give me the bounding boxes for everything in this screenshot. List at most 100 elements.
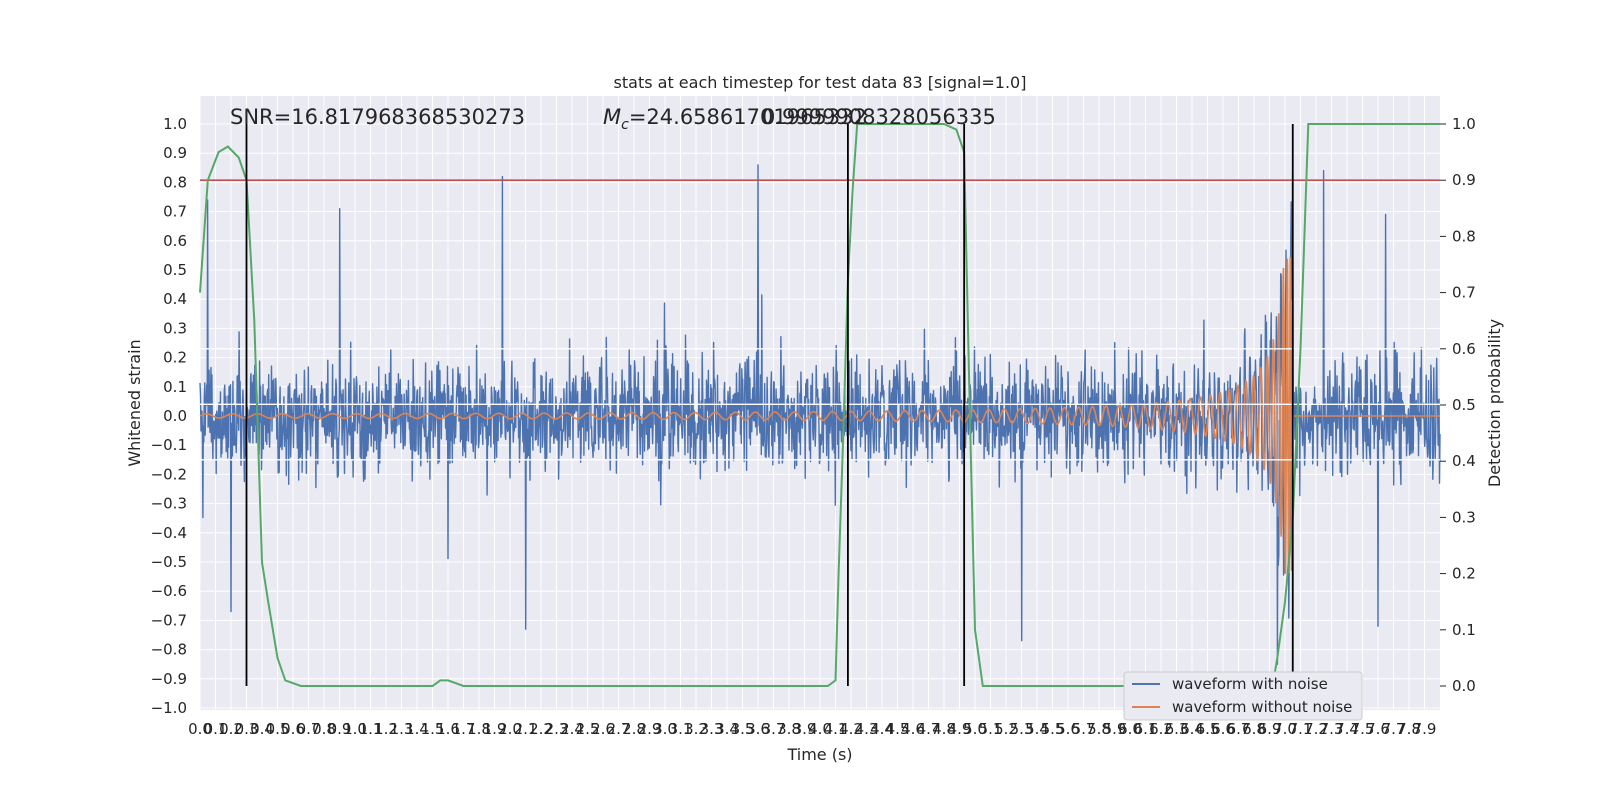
x-tick-label: 4.5 [886, 720, 910, 738]
x-tick-label: 4.0 [808, 720, 832, 738]
y-right-tick-label: 0.8 [1452, 227, 1476, 245]
x-tick-label: 2.4 [560, 720, 584, 738]
y-right-tick-label: 0.1 [1452, 621, 1476, 639]
x-tick-label: 7.0 [1273, 720, 1297, 738]
x-tick-label: 4.1 [824, 720, 848, 738]
x-tick-label: 3.1 [669, 720, 693, 738]
y-left-tick-label: 0.0 [163, 407, 187, 425]
x-tick-label: 2.3 [545, 720, 569, 738]
y-axis-left: −1.0 −0.9 −0.8 −0.7 −0.6 −0.5 −0.4 −0.3 −0.2 −0.1… [151, 115, 187, 717]
x-tick-label: 4.2 [839, 720, 863, 738]
x-tick-label: 5.3 [1010, 720, 1034, 738]
y-right-tick-label: 0.4 [1452, 452, 1476, 470]
y-left-tick-label: −0.1 [151, 436, 187, 454]
x-tick-label: 7.4 [1335, 720, 1359, 738]
snr-annotation: SNR=16.817968368530273 [230, 105, 525, 129]
x-tick-label: 3.4 [715, 720, 739, 738]
white-lines [200, 348, 1440, 461]
x-tick-label: 7.9 [1413, 720, 1437, 738]
y-right-tick-label: 0.0 [1452, 677, 1476, 695]
x-tick-label: 6.2 [1149, 720, 1173, 738]
y-right-tick-label: 0.7 [1452, 284, 1476, 302]
x-tick-label: 1.8 [467, 720, 491, 738]
x-tick-label: 6.3 [1165, 720, 1189, 738]
x-tick-label: 7.7 [1382, 720, 1406, 738]
x-tick-label: 6.4 [1180, 720, 1204, 738]
x-tick-label: 4.7 [917, 720, 941, 738]
x-tick-label: 4.9 [948, 720, 972, 738]
x-tick-label: 0.7 [297, 720, 321, 738]
x-tick-label: 1.9 [483, 720, 507, 738]
y-axis-right: 0.0 0.1 0.2 0.3 0.4 0.5 0.6 0.7 0.8 0.9 1.0 [1440, 115, 1476, 695]
x-tick-label: 1.2 [374, 720, 398, 738]
chirp-mass-subscript: c [621, 117, 629, 133]
x-tick-label: 6.9 [1258, 720, 1282, 738]
x-tick-label: 4.4 [870, 720, 894, 738]
x-tick-label: 7.3 [1320, 720, 1344, 738]
y-right-tick-label: 0.5 [1452, 396, 1476, 414]
x-tick-label: 2.0 [498, 720, 522, 738]
x-tick-label: 4.6 [901, 720, 925, 738]
x-tick-label: 1.4 [405, 720, 429, 738]
x-tick-label: 5.7 [1072, 720, 1096, 738]
x-tick-label: 7.1 [1289, 720, 1313, 738]
x-tick-label: 5.6 [1056, 720, 1080, 738]
y-left-tick-label: 1.0 [163, 115, 187, 133]
x-tick-label: 2.8 [622, 720, 646, 738]
x-tick-label: 1.5 [421, 720, 445, 738]
chirp-mass-annotation: Mc=24.65861701965332 [603, 105, 867, 133]
y-left-tick-label: −0.9 [151, 670, 187, 688]
x-tick-label: 3.8 [777, 720, 801, 738]
x-tick-label: 0.4 [250, 720, 274, 738]
x-tick-label: 5.0 [963, 720, 987, 738]
x-tick-label: 2.5 [576, 720, 600, 738]
y-left-tick-label: 0.5 [163, 261, 187, 279]
x-tick-label: 0.6 [281, 720, 305, 738]
y-left-tick-label: −0.7 [151, 611, 187, 629]
y-axis-left-label: Whitened strain [125, 339, 144, 466]
x-axis: 0.00.10.20.30.40.50.60.70.80.91.01.11.21… [188, 720, 1436, 738]
x-axis-label: Time (s) [786, 745, 852, 764]
y-right-tick-label: 0.3 [1452, 508, 1476, 526]
x-tick-label: 1.7 [452, 720, 476, 738]
chirp-mass-symbol: M [603, 105, 621, 129]
y-right-tick-label: 1.0 [1452, 115, 1476, 133]
y-left-tick-label: 0.8 [163, 173, 187, 191]
x-tick-label: 1.0 [343, 720, 367, 738]
x-tick-label: 5.2 [994, 720, 1018, 738]
y-left-tick-label: −0.3 [151, 495, 187, 513]
x-tick-label: 0.5 [266, 720, 290, 738]
x-tick-label: 0.2 [219, 720, 243, 738]
x-tick-label: 0.3 [235, 720, 259, 738]
x-tick-label: 5.4 [1025, 720, 1049, 738]
x-tick-label: 6.1 [1134, 720, 1158, 738]
x-tick-label: 5.9 [1103, 720, 1127, 738]
x-tick-label: 1.1 [359, 720, 383, 738]
x-tick-label: 3.6 [746, 720, 770, 738]
x-tick-label: 6.0 [1118, 720, 1142, 738]
y-left-tick-label: 0.7 [163, 203, 187, 221]
x-tick-label: 0.8 [312, 720, 336, 738]
x-tick-label: 3.0 [653, 720, 677, 738]
y-left-tick-label: −0.6 [151, 582, 187, 600]
chirp-mass-value: =24.65861701965332 [629, 105, 867, 129]
x-tick-label: 3.5 [731, 720, 755, 738]
x-tick-label: 0.0 [188, 720, 212, 738]
x-tick-label: 0.1 [204, 720, 228, 738]
x-tick-label: 6.7 [1227, 720, 1251, 738]
y-left-tick-label: 0.2 [163, 349, 187, 367]
x-tick-label: 7.2 [1304, 720, 1328, 738]
legend-label-clean: waveform without noise [1172, 698, 1352, 716]
x-tick-label: 7.6 [1366, 720, 1390, 738]
y-left-tick-label: −1.0 [151, 699, 187, 717]
x-tick-label: 3.9 [793, 720, 817, 738]
y-left-tick-label: −0.2 [151, 465, 187, 483]
x-tick-label: 6.8 [1242, 720, 1266, 738]
x-tick-label: 2.2 [529, 720, 553, 738]
legend: waveform with noise waveform without noi… [1123, 671, 1363, 721]
legend-box [1123, 671, 1363, 721]
x-tick-label: 4.3 [855, 720, 879, 738]
x-tick-label: 5.5 [1041, 720, 1065, 738]
y-right-tick-label: 0.6 [1452, 340, 1476, 358]
x-tick-label: 1.3 [390, 720, 414, 738]
